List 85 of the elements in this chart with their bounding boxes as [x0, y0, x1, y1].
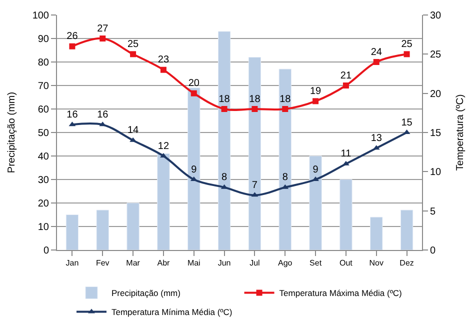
x-tick-label: Mai [187, 258, 201, 268]
x-tick-label: Mar [126, 258, 140, 268]
y-axis-title: Precipitação (mm) [6, 92, 18, 174]
point [282, 106, 288, 112]
y-tick-label: 60 [38, 104, 50, 116]
point [130, 137, 136, 142]
point [404, 51, 410, 58]
y-tick-label: 10 [38, 222, 50, 233]
x-tick-label: Dez [400, 258, 414, 268]
data-label: 12 [158, 140, 170, 152]
bar [400, 210, 414, 250]
y-tick-label: 30 [38, 175, 50, 186]
data-label: 21 [340, 70, 352, 82]
y2-tick-label: 30 [430, 10, 442, 22]
data-label: 7 [252, 180, 258, 191]
bar [248, 57, 262, 250]
point [373, 59, 380, 65]
y-tick-label: 80 [38, 58, 50, 68]
y-tick-label: 50 [38, 128, 50, 139]
point [160, 66, 166, 73]
bar [188, 88, 200, 250]
x-tick-label: Nov [369, 258, 384, 268]
data-label: 9 [312, 164, 319, 176]
bar [340, 179, 352, 250]
y2-axis-title: Temperatura (ºC) [455, 94, 466, 171]
y2-tick-label: 20 [430, 88, 442, 100]
y-tick-label: 90 [38, 34, 50, 45]
y2-tick-label: 5 [430, 206, 436, 218]
point [69, 43, 76, 50]
bar [96, 210, 109, 250]
data-label: 14 [127, 125, 140, 136]
bar [309, 156, 322, 250]
data-label: 15 [401, 117, 413, 128]
x-tick-label: Out [340, 258, 354, 268]
x-tick-label: Jan [66, 258, 79, 268]
data-label: 24 [370, 46, 382, 58]
legend-label: Temperatura Mínima Média (ºC) [112, 307, 232, 318]
y-tick-label: 0 [43, 246, 50, 256]
data-label: 11 [340, 148, 352, 160]
x-tick-label: Ago [278, 258, 293, 268]
point [221, 106, 228, 112]
legend-label: Precipitação (mm) [112, 288, 181, 298]
bar [126, 202, 140, 250]
legend-label: Temperatura Máxima Média (ºC) [279, 288, 402, 298]
data-label: 8 [222, 172, 228, 184]
x-tick-label: Jul [250, 258, 260, 268]
y2-tick-label: 15 [430, 128, 442, 139]
data-label: 25 [127, 38, 140, 50]
data-label: 13 [370, 132, 382, 144]
data-label: 19 [310, 86, 322, 97]
y2-tick-label: 10 [430, 167, 442, 178]
data-label: 9 [191, 164, 198, 176]
point [100, 36, 106, 42]
y-tick-label: 100 [32, 10, 50, 22]
point [130, 51, 136, 58]
data-label: 18 [280, 94, 292, 105]
data-label: 20 [188, 78, 200, 90]
x-tick-label: Jun [218, 258, 231, 268]
data-label: 16 [97, 109, 109, 120]
x-tick-label: Fev [96, 258, 110, 268]
data-label: 18 [218, 94, 230, 105]
point [342, 82, 349, 88]
bar [157, 153, 170, 250]
data-label: 26 [66, 31, 78, 42]
x-tick-label: Abr [157, 258, 170, 268]
data-label: 18 [249, 94, 261, 105]
data-label: 23 [158, 54, 170, 66]
bar [66, 214, 79, 250]
point [190, 90, 197, 96]
bar [278, 68, 292, 250]
bar [370, 216, 383, 250]
data-label: 16 [66, 109, 78, 120]
point [342, 160, 350, 166]
y-tick-label: 40 [38, 152, 50, 162]
point [252, 106, 258, 112]
y2-tick-label: 25 [430, 50, 442, 61]
data-label: 27 [97, 23, 109, 34]
y2-tick-label: 0 [430, 246, 436, 256]
y-tick-label: 70 [38, 81, 50, 92]
bar [218, 31, 231, 250]
data-label: 25 [401, 38, 413, 50]
x-tick-label: Set [310, 258, 322, 268]
data-label: 8 [282, 172, 288, 184]
y-tick-label: 20 [38, 198, 50, 210]
point [312, 98, 319, 104]
